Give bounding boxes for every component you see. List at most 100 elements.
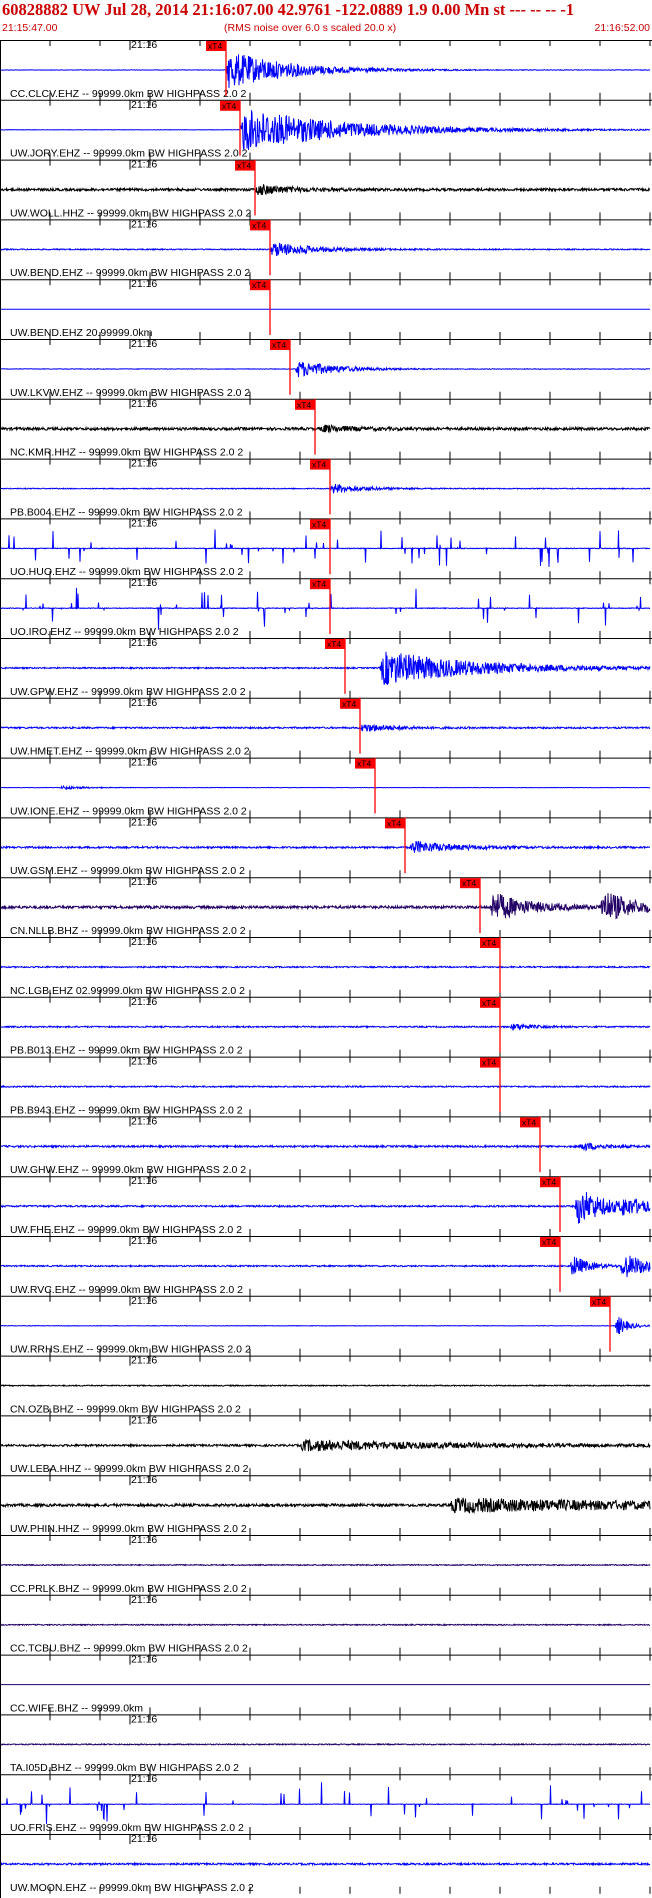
pick-label: xT4 (312, 579, 326, 589)
trace-row: 21:16 UO.HUO.EHZ -- 99999.0km BW HIGHPASS… (0, 517, 652, 579)
pick-flag (355, 758, 375, 769)
waveform (0, 484, 651, 494)
waveform (0, 54, 651, 88)
station-label: UW.LEBA.HHZ -- 99999.0km BW HIGHPASS 2.0… (10, 1463, 249, 1475)
station-label: UW.BEND.EHZ -- 99999.0km BW HIGHPASS 2.0… (10, 267, 250, 279)
station-label: UW.WOLL.HHZ -- 99999.0km BW HIGHPASS 2.0… (10, 207, 252, 219)
trace-row: 21:16 UW.GSM.EHZ -- 99999.0km BW HIGHPASS… (0, 816, 652, 878)
waveform (0, 1022, 651, 1031)
station-label: UW.IONE.EHZ -- 99999.0km BW HIGHPASS 2.0… (10, 805, 247, 817)
trace-row: 21:16 UW.RVC.EHZ -- 99999.0km BW HIGHPASS… (0, 1235, 652, 1296)
pick-label: xT4 (542, 1177, 556, 1187)
station-label: UW.MOON.EHZ -- 99999.0km BW HIGHPASS 2.0… (10, 1882, 254, 1894)
station-label: UW.GPW.EHZ -- 99999.0km BW HIGHPASS 2.0 … (10, 686, 246, 698)
pick-label: xT4 (522, 1117, 536, 1127)
pick-flag (295, 399, 315, 410)
minute-tick-label: 21:16 (131, 1773, 157, 1785)
trace-row: 21:16 UW.MOON.EHZ -- 99999.0km BW HIGHPAS… (0, 1833, 652, 1894)
minute-tick-label: 21:16 (131, 1295, 157, 1307)
pick-flag (340, 698, 360, 709)
pick-flag (250, 220, 270, 231)
pick-flag (460, 878, 480, 889)
waveform (0, 784, 651, 791)
trace-row: 21:16 UW.LKVW.EHZ -- 99999.0km BW HIGHPAS… (0, 338, 652, 399)
trace-row: 21:16 UW.LEBA.HHZ -- 99999.0km BW HIGHPAS… (0, 1414, 652, 1476)
trace-row: 21:16 PB.B943.EHZ -- 99999.0km BW HIGHPAS… (0, 1056, 652, 1117)
pick-label: xT4 (357, 759, 371, 769)
pick-label: xT4 (297, 400, 311, 410)
waveform (0, 893, 651, 920)
minute-tick-label: 21:16 (131, 338, 157, 350)
minute-tick-label: 21:16 (131, 1713, 157, 1725)
station-label: TA.I05D.BHZ -- 99999.0km BW HIGHPASS 2.0… (10, 1762, 239, 1774)
minute-tick-label: 21:16 (131, 1534, 157, 1546)
trace-row: 21:16 NC.LGB.EHZ 02.99999.0km BW HIGHPASS… (0, 936, 652, 997)
waveform (0, 587, 650, 630)
minute-tick-label: 21:16 (131, 398, 157, 410)
trace-row: 21:16 CC.CLCV.EHZ -- 99999.0km BW HIGHPAS… (0, 40, 652, 100)
pick-label: xT4 (222, 101, 236, 111)
minute-tick-label: 21:16 (131, 876, 157, 888)
pick-flag (540, 1177, 560, 1188)
waveform (0, 1563, 651, 1567)
waveform (0, 1142, 651, 1152)
trace-row: 21:16 UW.GHW.EHZ -- 99999.0km BW HIGHPASS… (0, 1115, 652, 1177)
pick-flag (235, 160, 255, 171)
waveform (0, 1497, 651, 1515)
trace-row: 21:16 UW.WOLL.HHZ -- 99999.0km BW HIGHPAS… (0, 159, 652, 220)
station-label: PB.B943.EHZ -- 99999.0km BW HIGHPASS 2.0… (10, 1104, 243, 1116)
pick-flag (310, 519, 330, 530)
pick-flag (250, 280, 270, 291)
trace-row: 21:16 UW.BEND.EHZ 20.99999.0km xT4 (0, 278, 652, 339)
pick-flag (385, 818, 405, 829)
station-label: UO.HUO.EHZ -- 99999.0km BW HIGHPASS 2.0 … (10, 566, 243, 578)
trace-row: 21:16 UO.FRIS.EHZ -- 99999.0km BW HIGHPAS… (0, 1773, 652, 1834)
trace-row: 21:16 UW.HMET.EHZ -- 99999.0km BW HIGHPAS… (0, 697, 652, 758)
station-label: CC.CLCV.EHZ -- 99999.0km BW HIGHPASS 2.0… (10, 88, 246, 100)
station-label: UW.LKVW.EHZ -- 99999.0km BW HIGHPASS 2.0… (10, 387, 250, 399)
pick-label: xT4 (592, 1297, 606, 1307)
pick-label: xT4 (272, 340, 286, 350)
trace-row: 21:16 CC.WIFE.BHZ -- 99999.0km (0, 1654, 652, 1715)
trace-row: 21:16 UW.IONE.EHZ -- 99999.0km BW HIGHPAS… (0, 757, 652, 818)
station-label: UW.GHW.EHZ -- 99999.0km BW HIGHPASS 2.0 … (10, 1164, 246, 1176)
pick-label: xT4 (252, 220, 266, 230)
waveform (0, 1192, 651, 1224)
rms-noise-note: (RMS noise over 6.0 s scaled 20.0 x) (224, 22, 397, 34)
minute-tick-label: 21:16 (131, 159, 157, 171)
minute-tick-label: 21:16 (131, 1654, 157, 1666)
waveform (0, 965, 651, 970)
minute-tick-label: 21:16 (131, 757, 157, 769)
trace-row: 21:16 PB.B004.EHZ -- 99999.0km BW HIGHPAS… (0, 458, 652, 518)
pick-flag (325, 639, 345, 649)
waveform (0, 242, 651, 257)
station-label: CC.PRLK.BHZ -- 99999.0km BW HIGHPASS 2.0… (10, 1583, 247, 1595)
waveform (0, 1438, 651, 1452)
pick-flag (540, 1237, 560, 1247)
pick-flag (480, 938, 500, 948)
waveform (0, 1782, 650, 1824)
waveform (0, 1742, 651, 1747)
trace-row: 21:16 CN.OZB.BHZ -- 99999.0km BW HIGHPASS… (0, 1355, 652, 1416)
minute-tick-label: 21:16 (131, 517, 157, 529)
trace-row: 21:16 UW.FHE.EHZ -- 99999.0km BW HIGHPASS… (0, 1175, 652, 1236)
station-label: CC.WIFE.BHZ -- 99999.0km (10, 1702, 143, 1714)
minute-tick-label: 21:16 (131, 99, 157, 111)
minute-tick-label: 21:16 (131, 1474, 157, 1486)
minute-tick-label: 21:16 (131, 1235, 157, 1247)
minute-tick-label: 21:16 (131, 1355, 157, 1367)
waveform (0, 1383, 651, 1388)
station-label: PB.B004.EHZ -- 99999.0km BW HIGHPASS 2.0… (10, 506, 243, 518)
minute-tick-label: 21:16 (131, 1594, 157, 1606)
minute-tick-label: 21:16 (131, 218, 157, 230)
pick-label: xT4 (342, 699, 356, 709)
trace-row: 21:16 UW.JORY.EHZ -- 99999.0km BW HIGHPAS… (0, 99, 652, 160)
event-title: 60828882 UW Jul 28, 2014 21:16:07.00 42.… (2, 0, 575, 19)
pick-label: xT4 (312, 460, 326, 470)
waveform (0, 840, 650, 853)
pick-label: xT4 (208, 41, 222, 51)
waveform (0, 424, 651, 434)
station-label: CN.OZB.BHZ -- 99999.0km BW HIGHPASS 2.0 … (10, 1403, 241, 1415)
pick-label: xT4 (462, 878, 476, 888)
pick-flag (310, 459, 330, 470)
